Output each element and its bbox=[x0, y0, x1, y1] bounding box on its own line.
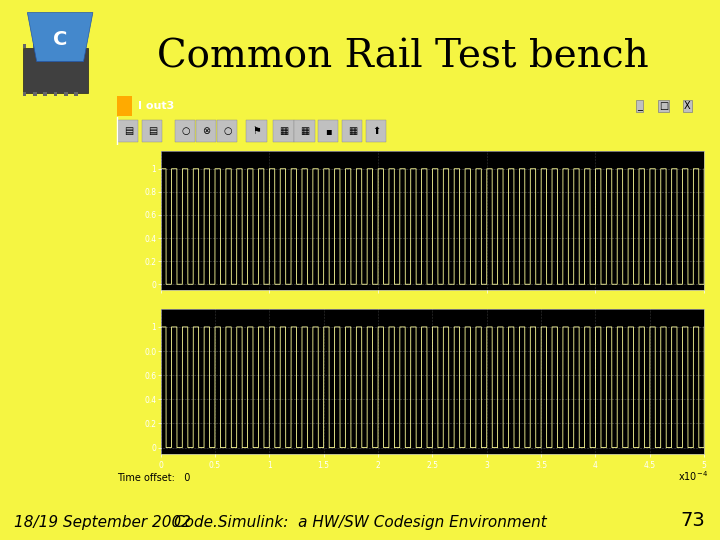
Bar bbox=[196, 120, 216, 143]
Text: 73: 73 bbox=[681, 511, 706, 530]
Text: ⚑: ⚑ bbox=[253, 126, 261, 136]
Text: ⬆: ⬆ bbox=[373, 126, 381, 136]
Text: 18/19 September 2002: 18/19 September 2002 bbox=[14, 515, 192, 530]
Text: x10$^{-4}$: x10$^{-4}$ bbox=[678, 469, 708, 483]
Bar bbox=[64, 92, 68, 96]
Bar bbox=[64, 44, 68, 48]
Bar bbox=[318, 120, 338, 143]
Bar bbox=[74, 92, 78, 96]
Polygon shape bbox=[27, 12, 93, 62]
Bar bbox=[366, 120, 386, 143]
Bar bbox=[246, 120, 266, 143]
Text: Common Rail Test bench: Common Rail Test bench bbox=[158, 38, 649, 75]
Bar bbox=[33, 44, 37, 48]
Bar bbox=[43, 44, 47, 48]
Text: _: _ bbox=[637, 101, 642, 111]
Bar bbox=[53, 44, 58, 48]
Text: ⊗: ⊗ bbox=[202, 126, 210, 136]
Text: ○: ○ bbox=[223, 126, 232, 136]
Text: □: □ bbox=[659, 101, 668, 111]
Text: ▤: ▤ bbox=[148, 126, 157, 136]
Bar bbox=[33, 92, 37, 96]
Bar bbox=[142, 120, 162, 143]
Bar bbox=[118, 120, 138, 143]
Bar bbox=[53, 92, 58, 96]
Bar bbox=[342, 120, 362, 143]
Bar bbox=[23, 92, 27, 96]
Text: Time offset:   0: Time offset: 0 bbox=[117, 473, 191, 483]
Text: Code.Simulink:  a HW/SW Codesign Environment: Code.Simulink: a HW/SW Codesign Environm… bbox=[174, 515, 546, 530]
Bar bbox=[23, 48, 89, 93]
Text: ▦: ▦ bbox=[300, 126, 310, 136]
Bar bbox=[294, 120, 315, 143]
Text: X: X bbox=[684, 101, 690, 111]
Text: ▪: ▪ bbox=[325, 126, 332, 136]
Bar bbox=[74, 44, 78, 48]
Text: I out3: I out3 bbox=[138, 101, 174, 111]
Bar bbox=[43, 92, 47, 96]
Bar bbox=[274, 120, 294, 143]
Text: C: C bbox=[53, 30, 67, 49]
Text: ▤: ▤ bbox=[124, 126, 133, 136]
Text: ▦: ▦ bbox=[348, 126, 357, 136]
Text: ○: ○ bbox=[181, 126, 190, 136]
Bar bbox=[175, 120, 195, 143]
Bar bbox=[117, 96, 132, 116]
Bar bbox=[217, 120, 237, 143]
Bar bbox=[23, 44, 27, 48]
Text: ▦: ▦ bbox=[279, 126, 289, 136]
